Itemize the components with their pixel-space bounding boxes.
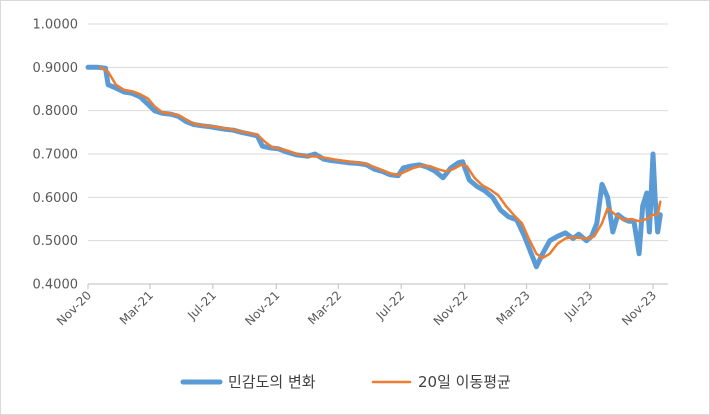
x-tick-label: Jul-21 [184,288,219,323]
y-tick-label: 0.9000 [33,61,79,76]
y-tick-label: 0.6000 [33,191,79,206]
x-tick-label: Nov-22 [431,288,471,328]
x-tick-label: Nov-20 [54,288,94,328]
x-tick-label: Jul-22 [373,288,408,323]
x-tick-label: Mar-21 [117,288,156,327]
legend-label-sensitivity: 민감도의 변화 [228,373,316,391]
series-line-moving-average [99,66,662,260]
y-tick-label: 0.7000 [33,148,79,163]
y-tick-label: 0.4000 [33,278,79,293]
y-tick-label: 0.8000 [33,104,79,119]
series-group [85,64,663,270]
y-tick-label: 0.5000 [33,234,79,249]
x-axis: Nov-20 Mar-21 Jul-21 Nov-21 Mar-22 Jul-22 Nov-… [54,283,668,328]
legend: 민감도의 변화 20일 이동평균 [180,373,511,391]
legend-label-moving-average: 20일 이동평균 [418,373,511,391]
gridlines [88,23,668,285]
x-tick-label: Jul-23 [561,288,596,323]
y-axis: 0.4000 0.5000 0.6000 0.7000 0.8000 0.9000 1.00… [33,18,79,293]
x-tick-label: Mar-23 [494,288,533,327]
x-tick-label: Nov-21 [242,288,282,328]
x-tick-label: Nov-23 [619,288,659,328]
x-tick-label: Mar-22 [305,288,344,327]
y-tick-label: 1.0000 [33,18,79,33]
